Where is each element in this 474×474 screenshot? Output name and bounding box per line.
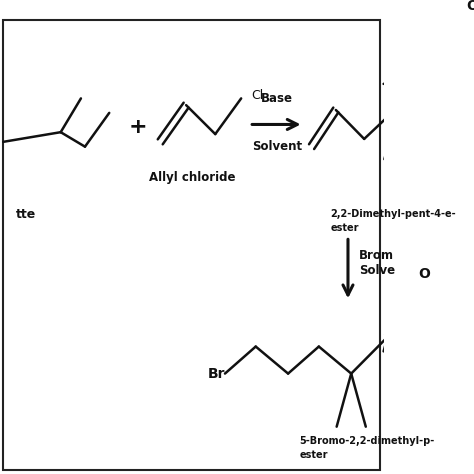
Text: Br: Br: [208, 366, 225, 381]
Text: Base: Base: [261, 92, 293, 105]
Text: Allyl chloride: Allyl chloride: [149, 171, 236, 184]
Text: O: O: [466, 0, 474, 13]
Text: tte: tte: [16, 208, 36, 221]
Text: ester: ester: [330, 223, 359, 233]
Text: Solve: Solve: [359, 264, 395, 277]
Text: 2,2-Dimethyl-pent-4-e-: 2,2-Dimethyl-pent-4-e-: [330, 210, 456, 219]
Text: +: +: [128, 118, 147, 137]
Text: Cl: Cl: [251, 89, 263, 102]
Text: Brom: Brom: [359, 249, 394, 262]
Text: ester: ester: [300, 450, 328, 460]
Text: 5-Bromo-2,2-dimethyl-p-: 5-Bromo-2,2-dimethyl-p-: [300, 437, 435, 447]
Text: Solvent: Solvent: [252, 140, 302, 153]
Text: O: O: [418, 267, 430, 281]
